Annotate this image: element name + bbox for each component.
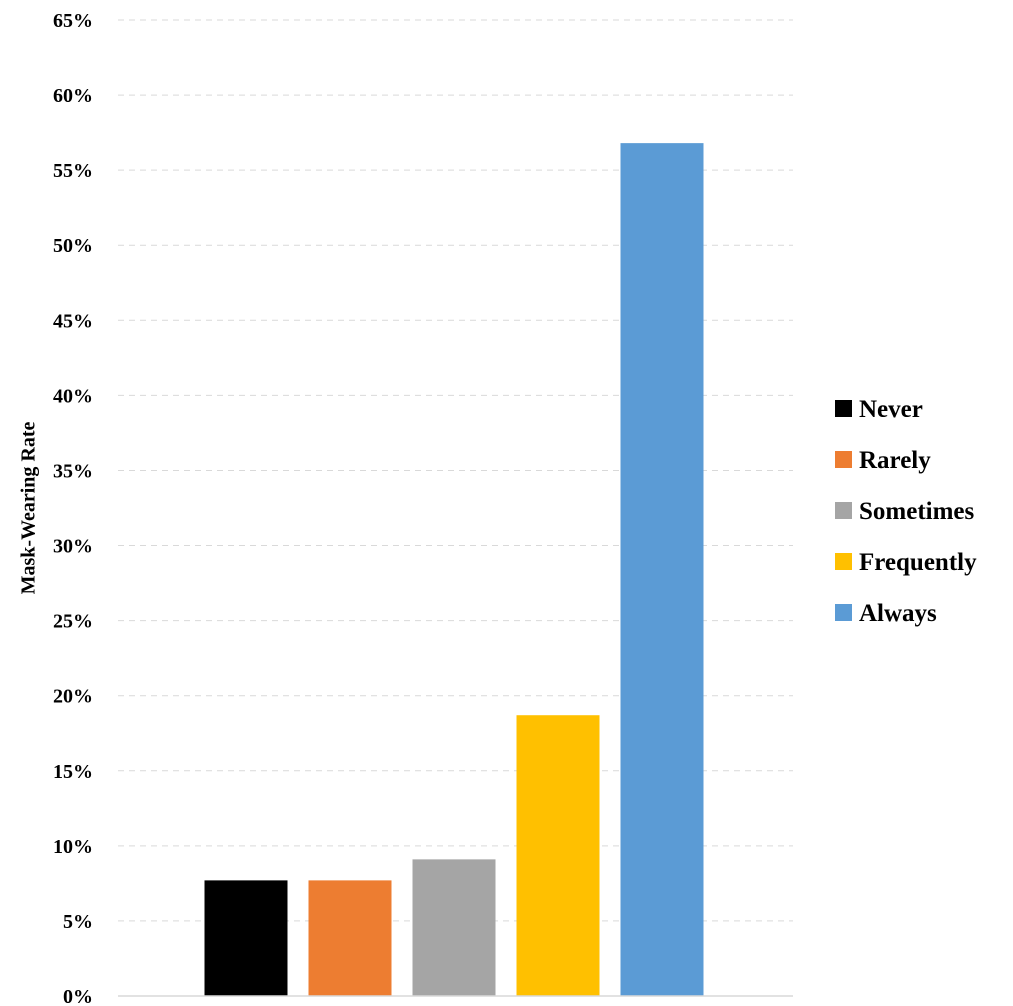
y-tick-label: 0% — [63, 986, 93, 1006]
y-tick-label: 25% — [53, 611, 93, 633]
legend-swatch — [835, 502, 852, 519]
y-tick-label: 55% — [53, 160, 93, 182]
legend-item-never: Never — [835, 396, 923, 423]
legend-label: Rarely — [859, 447, 931, 474]
legend: Never Rarely Sometimes Frequently Always — [835, 396, 977, 627]
y-tick-label: 5% — [63, 911, 93, 933]
y-tick-label: 35% — [53, 460, 93, 482]
y-axis-ticks: 0% 5% 10% 15% 20% 25% 30% 35% 40% 45% 50% 55% 60% 65% — [53, 10, 93, 1006]
legend-item-sometimes: Sometimes — [835, 498, 975, 525]
legend-swatch — [835, 400, 852, 417]
legend-label: Never — [859, 396, 923, 423]
y-tick-label: 60% — [53, 85, 93, 107]
y-tick-label: 20% — [53, 686, 93, 708]
bars — [204, 143, 704, 996]
bar-always — [620, 143, 704, 996]
y-tick-label: 30% — [53, 536, 93, 558]
bar-never — [204, 880, 288, 996]
legend-item-frequently: Frequently — [835, 549, 977, 576]
y-tick-label: 10% — [53, 836, 93, 858]
legend-label: Frequently — [859, 549, 977, 576]
bar-rarely — [308, 880, 392, 996]
legend-swatch — [835, 553, 852, 570]
legend-label: Always — [859, 600, 937, 627]
y-tick-label: 65% — [53, 10, 93, 32]
y-tick-label: 15% — [53, 761, 93, 783]
y-tick-label: 50% — [53, 235, 93, 257]
legend-item-rarely: Rarely — [835, 447, 931, 474]
bar-sometimes — [412, 859, 496, 996]
legend-item-always: Always — [835, 600, 937, 627]
legend-label: Sometimes — [859, 498, 975, 525]
y-tick-label: 40% — [53, 385, 93, 407]
y-axis-title: Mask-Wearing Rate — [18, 422, 40, 595]
legend-swatch — [835, 451, 852, 468]
legend-swatch — [835, 604, 852, 621]
y-tick-label: 45% — [53, 310, 93, 332]
bar-frequently — [516, 715, 600, 996]
